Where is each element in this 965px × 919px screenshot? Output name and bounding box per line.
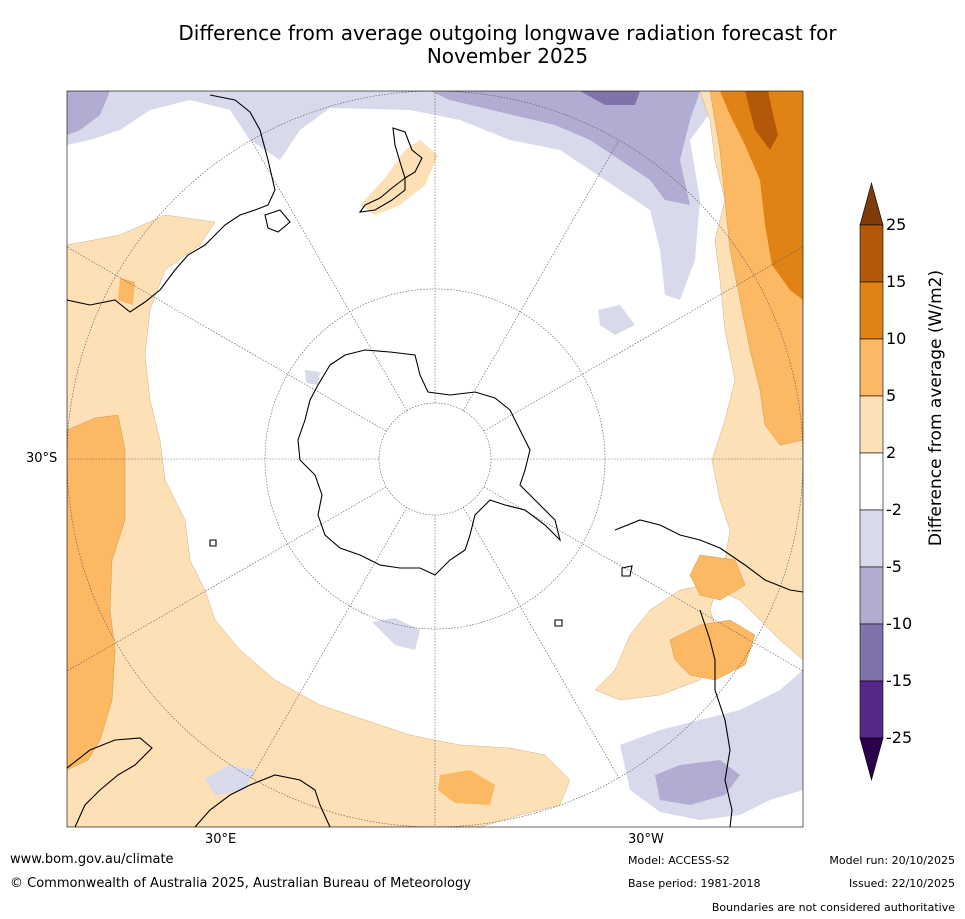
anomaly-region-neg10-15-north	[580, 91, 640, 105]
footer-model: Model: ACCESS-S2	[628, 854, 730, 867]
lat-label-30s: 30°S	[26, 451, 58, 466]
colorbar-bin	[859, 509, 884, 568]
footer-disclaimer: Boundaries are not considered authoritat…	[711, 901, 955, 914]
colorbar-bin	[859, 566, 884, 625]
anomaly-region-5-10-west	[67, 414, 126, 771]
coastline-tasmania	[264, 209, 291, 233]
coastline-antarctica	[297, 349, 562, 576]
colorbar-bin	[859, 452, 884, 511]
chart-title-line2: November 2025	[426, 44, 589, 68]
anomaly-region-15-25-east	[745, 91, 778, 150]
meridian-150e	[250, 139, 408, 412]
coastlines	[67, 94, 803, 827]
colorbar-tick-label: -5	[886, 557, 902, 576]
colorbar-bin	[859, 338, 884, 397]
meridian-120w	[483, 246, 803, 432]
footer-copyright: © Commonwealth of Australia 2025, Austra…	[10, 876, 471, 891]
colorbar-tick-label: 5	[886, 386, 897, 405]
colorbar-bin	[859, 623, 884, 682]
coastline-island-2	[554, 619, 563, 627]
colorbar-bin	[859, 224, 884, 283]
coastline-australia	[67, 94, 276, 313]
anomaly-region-neg5-10-nw	[67, 91, 110, 135]
colorbar-tick-label: -25	[886, 728, 913, 747]
colorbar-tick-label: -15	[886, 671, 913, 690]
colorbar-extend-bottom	[859, 737, 884, 782]
colorbar-tick-label: 10	[886, 329, 907, 348]
anomaly-region-neg5-10-se	[655, 760, 740, 805]
anomaly-region-neg5-10-north	[430, 91, 700, 205]
coastline-falklands	[621, 565, 633, 577]
chart-title: Difference from average outgoing longwav…	[110, 22, 905, 68]
footer-base-period: Base period: 1981-2018	[628, 877, 761, 890]
colorbar-bin	[859, 680, 884, 739]
colorbar-tick-label: 15	[886, 272, 907, 291]
meridian-30w	[462, 506, 620, 779]
anomaly-region-2-5-nz	[360, 140, 438, 215]
footer-issued: Issued: 22/10/2025	[848, 877, 955, 890]
colorbar-bin	[859, 281, 884, 340]
anomaly-region-neg2-5-patch2	[372, 618, 420, 650]
coastline-nz-north	[392, 127, 423, 179]
meridian-150w	[462, 139, 620, 412]
anomaly-region-5-10-samerica	[689, 554, 746, 601]
coastline-nz-south	[358, 176, 406, 213]
map-frame	[66, 90, 804, 828]
chart-title-line1: Difference from average outgoing longwav…	[178, 21, 837, 45]
footer-website: www.bom.gov.au/climate	[10, 852, 174, 867]
graticule	[67, 91, 803, 827]
coastline-island-1	[209, 539, 217, 547]
anomaly-region-5-10-sw	[118, 278, 135, 305]
colorbar-tick-label: -2	[886, 500, 902, 519]
anomaly-region-5-10-s	[438, 770, 495, 805]
colorbar-tick-label: 2	[886, 443, 897, 462]
colorbar-tick-label: -10	[886, 614, 913, 633]
lon-label-30e: 30°E	[205, 832, 237, 847]
meridian-60e	[67, 486, 387, 672]
meridian-60w	[483, 486, 803, 672]
colorbar-bin	[859, 395, 884, 454]
anomaly-region-2-5-west	[67, 214, 571, 827]
footer-model-run: Model run: 20/10/2025	[829, 854, 955, 867]
coastline-africa	[67, 737, 331, 827]
colorbar-tick-label: 25	[886, 215, 907, 234]
anomaly-region-10-15-east	[720, 91, 803, 300]
colorbar-extend-top	[859, 181, 884, 226]
meridian-30e	[250, 506, 408, 779]
colorbar	[859, 181, 884, 782]
colorbar-title: Difference from average (W/m2)	[926, 269, 946, 547]
anomaly-region-neg2-5-patch4	[305, 370, 320, 385]
lon-label-30w: 30°W	[628, 832, 664, 847]
meridian-120e	[67, 246, 387, 432]
anomaly-region-neg2-5-patch1	[598, 305, 635, 335]
coastline-south-america	[614, 519, 803, 827]
